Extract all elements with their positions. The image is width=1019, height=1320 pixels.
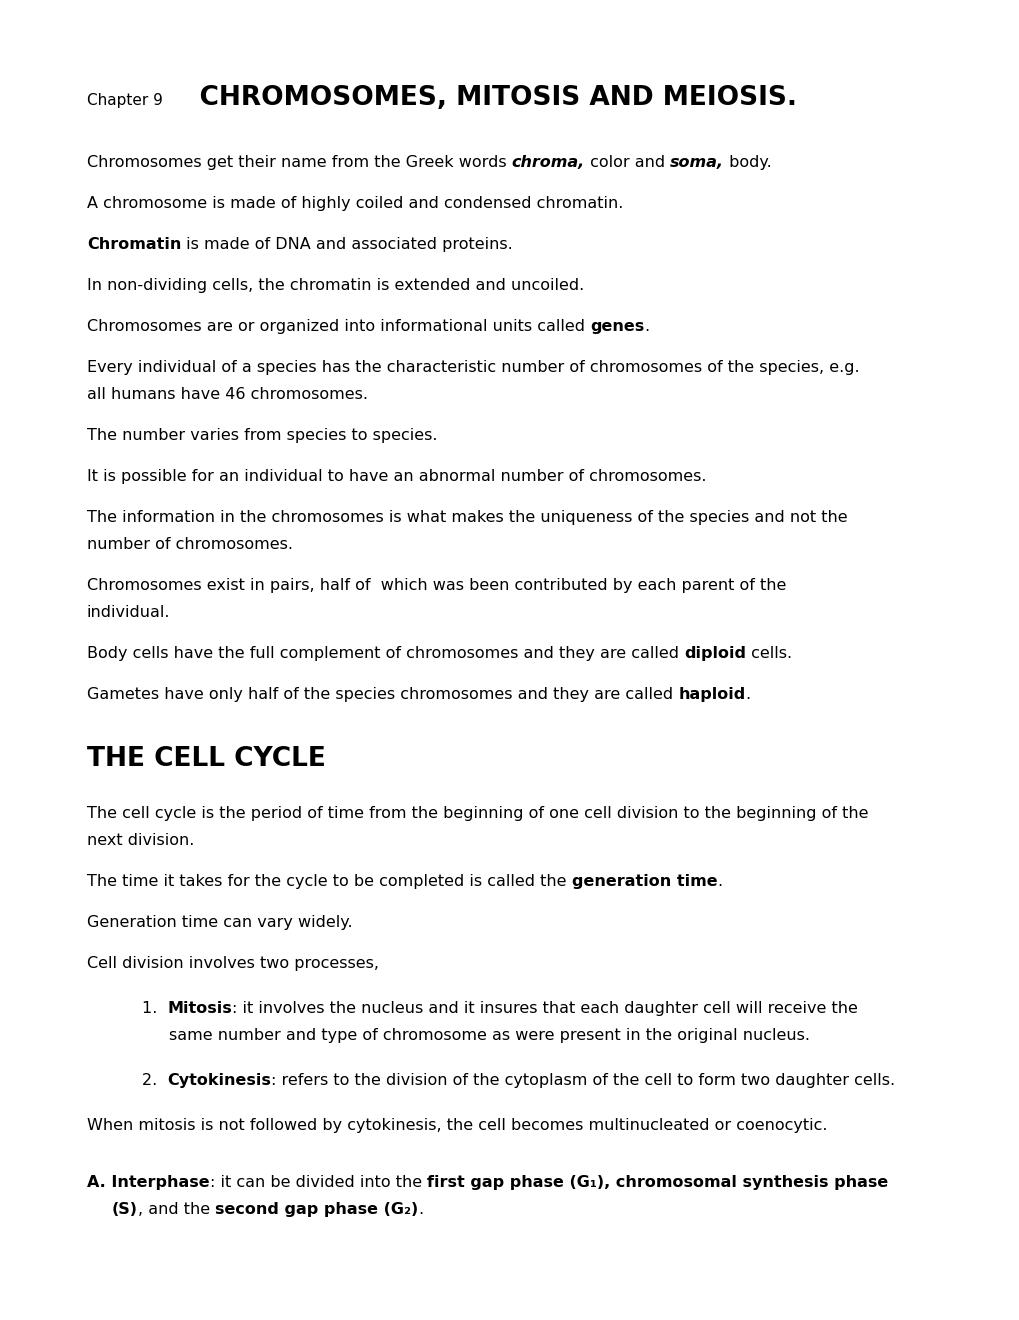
Text: Chromosomes get their name from the Greek words: Chromosomes get their name from the Gree…: [87, 154, 512, 170]
Text: same number and type of chromosome as were present in the original nucleus.: same number and type of chromosome as we…: [169, 1028, 809, 1043]
Text: chroma,: chroma,: [512, 154, 585, 170]
Text: Body cells have the full complement of chromosomes and they are called: Body cells have the full complement of c…: [87, 645, 684, 661]
Text: : refers to the division of the cytoplasm of the cell to form two daughter cells: : refers to the division of the cytoplas…: [271, 1073, 895, 1088]
Text: : it can be divided into the: : it can be divided into the: [210, 1175, 427, 1191]
Text: Gametes have only half of the species chromosomes and they are called: Gametes have only half of the species ch…: [87, 686, 678, 702]
Text: .: .: [418, 1203, 423, 1217]
Text: When mitosis is not followed by cytokinesis, the cell becomes multinucleated or : When mitosis is not followed by cytokine…: [87, 1118, 826, 1133]
Text: body.: body.: [723, 154, 771, 170]
Text: (S): (S): [112, 1203, 138, 1217]
Text: .: .: [716, 874, 721, 888]
Text: all humans have 46 chromosomes.: all humans have 46 chromosomes.: [87, 387, 368, 403]
Text: Chapter 9: Chapter 9: [87, 92, 163, 108]
Text: individual.: individual.: [87, 605, 170, 620]
Text: A chromosome is made of highly coiled and condensed chromatin.: A chromosome is made of highly coiled an…: [87, 195, 623, 211]
Text: is made of DNA and associated proteins.: is made of DNA and associated proteins.: [181, 238, 513, 252]
Text: number of chromosomes.: number of chromosomes.: [87, 537, 292, 552]
Text: Generation time can vary widely.: Generation time can vary widely.: [87, 915, 353, 931]
Text: Chromosomes are or organized into informational units called: Chromosomes are or organized into inform…: [87, 319, 590, 334]
Text: .: .: [745, 686, 750, 702]
Text: The information in the chromosomes is what makes the uniqueness of the species a: The information in the chromosomes is wh…: [87, 510, 847, 525]
Text: haploid: haploid: [678, 686, 745, 702]
Text: Chromatin: Chromatin: [87, 238, 181, 252]
Text: second gap phase (G₂): second gap phase (G₂): [215, 1203, 418, 1217]
Text: first gap phase (G₁), chromosomal synthesis phase: first gap phase (G₁), chromosomal synthe…: [427, 1175, 888, 1191]
Text: 1.: 1.: [142, 1001, 167, 1016]
Text: generation time: generation time: [571, 874, 716, 888]
Text: soma,: soma,: [669, 154, 723, 170]
Text: A. Interphase: A. Interphase: [87, 1175, 210, 1191]
Text: Every individual of a species has the characteristic number of chromosomes of th: Every individual of a species has the ch…: [87, 360, 859, 375]
Text: The cell cycle is the period of time from the beginning of one cell division to : The cell cycle is the period of time fro…: [87, 807, 867, 821]
Text: Chromosomes exist in pairs, half of  which was been contributed by each parent o: Chromosomes exist in pairs, half of whic…: [87, 578, 786, 593]
Text: genes: genes: [590, 319, 644, 334]
Text: color and: color and: [585, 154, 669, 170]
Text: In non-dividing cells, the chromatin is extended and uncoiled.: In non-dividing cells, the chromatin is …: [87, 279, 584, 293]
Text: Cytokinesis: Cytokinesis: [167, 1073, 271, 1088]
Text: : it involves the nucleus and it insures that each daughter cell will receive th: : it involves the nucleus and it insures…: [232, 1001, 857, 1016]
Text: THE CELL CYCLE: THE CELL CYCLE: [87, 746, 325, 772]
Text: .: .: [644, 319, 649, 334]
Text: It is possible for an individual to have an abnormal number of chromosomes.: It is possible for an individual to have…: [87, 469, 706, 484]
Text: 2.: 2.: [142, 1073, 167, 1088]
Text: next division.: next division.: [87, 833, 195, 847]
Text: CHROMOSOMES, MITOSIS AND MEIOSIS.: CHROMOSOMES, MITOSIS AND MEIOSIS.: [163, 84, 796, 111]
Text: diploid: diploid: [684, 645, 745, 661]
Text: Cell division involves two processes,: Cell division involves two processes,: [87, 956, 379, 972]
Text: The number varies from species to species.: The number varies from species to specie…: [87, 428, 437, 444]
Text: cells.: cells.: [745, 645, 792, 661]
Text: The time it takes for the cycle to be completed is called the: The time it takes for the cycle to be co…: [87, 874, 571, 888]
Text: Mitosis: Mitosis: [167, 1001, 232, 1016]
Text: , and the: , and the: [138, 1203, 215, 1217]
